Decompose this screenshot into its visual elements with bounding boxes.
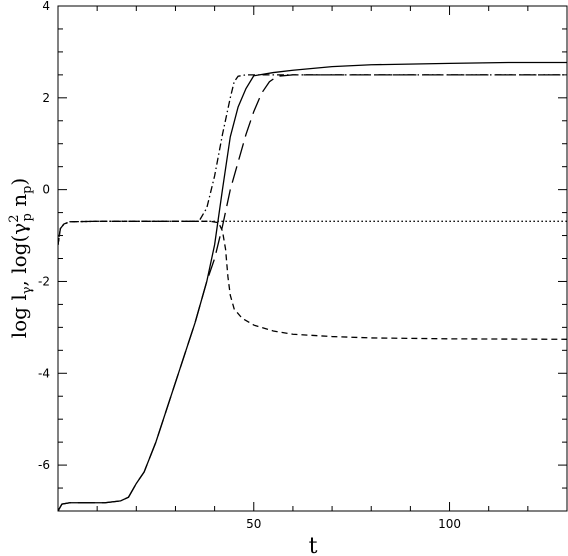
y-axis-title-main: log l [7, 294, 31, 338]
x-tick-label: 100 [438, 517, 461, 531]
series-line-dotted [58, 220, 567, 245]
y-axis-title-sup: 2 [7, 214, 22, 222]
y-axis-title-sub3: p [20, 186, 35, 194]
label-layer: 50 100 -6 -4 -2 0 2 4 [38, 0, 461, 531]
x-axis-title: t [309, 534, 318, 556]
plot-frame [57, 5, 568, 512]
y-tick-label: 2 [42, 91, 50, 105]
y-axis-title: log lγ, log(γ2p np) [7, 178, 35, 339]
y-axis-title-mid: , log(γ [7, 223, 31, 287]
y-tick-label: -2 [38, 274, 50, 288]
y-axis-title-mid2: n [7, 194, 31, 213]
tick-layer [58, 6, 567, 511]
series-layer [58, 61, 567, 511]
x-tick-label: 50 [246, 517, 261, 531]
series-line-dash-dot [58, 74, 567, 245]
series-line-short-dash [58, 220, 567, 340]
y-axis-title-sub1: γ [20, 286, 35, 294]
y-tick-label: -4 [38, 366, 50, 380]
y-axis-title-sub2: p [20, 213, 35, 221]
series-line-long-dash [58, 74, 567, 511]
series-line-solid [58, 61, 567, 511]
y-tick-label: -6 [38, 458, 50, 472]
y-tick-label: 0 [42, 183, 50, 197]
y-tick-label: 4 [42, 0, 50, 13]
y-axis-title-end: ) [7, 178, 31, 186]
